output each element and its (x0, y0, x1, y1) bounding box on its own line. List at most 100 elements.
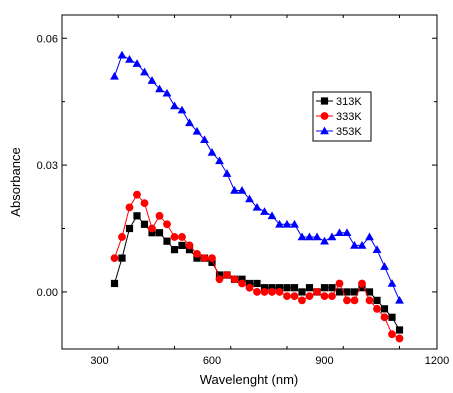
data-point (380, 305, 389, 313)
data-point (335, 288, 344, 296)
data-point (388, 313, 396, 321)
data-point (208, 254, 216, 263)
data-point (305, 284, 314, 292)
data-point (260, 288, 269, 296)
data-point (215, 271, 224, 279)
x-tick-label: 300 (90, 355, 108, 367)
data-point (133, 190, 141, 199)
data-point (110, 254, 119, 263)
data-point (185, 246, 194, 254)
plot-frame (61, 14, 438, 350)
data-point (380, 313, 389, 322)
data-point (297, 232, 307, 241)
data-point (342, 228, 352, 237)
data-point (260, 284, 269, 292)
series-layer (110, 50, 404, 343)
data-point (110, 71, 119, 80)
data-point (275, 288, 284, 296)
data-point (118, 254, 126, 262)
data-point (117, 50, 127, 59)
y-tick-label: 0.00 (37, 287, 58, 299)
data-point (178, 233, 186, 241)
data-point (140, 220, 149, 228)
data-point (230, 275, 239, 284)
data-point (110, 279, 119, 288)
data-point (313, 288, 321, 296)
data-point (208, 258, 216, 266)
legend-item: 353K (316, 126, 362, 138)
data-point (335, 279, 344, 288)
data-point (395, 295, 404, 304)
data-point (125, 203, 134, 212)
data-point (283, 284, 291, 292)
data-point (163, 220, 171, 229)
data-point (245, 283, 254, 292)
data-point (388, 330, 396, 339)
legend-item: 333K (316, 111, 362, 123)
data-point (268, 284, 276, 292)
data-point (237, 186, 247, 194)
data-point (275, 219, 284, 228)
data-point (238, 279, 246, 288)
data-point (358, 284, 366, 292)
legend: 313K 333K 353K (312, 91, 372, 142)
x-tick-label: 900 (315, 355, 333, 367)
data-point (305, 232, 314, 241)
legend-label: 313K (336, 96, 362, 108)
data-point (177, 105, 187, 114)
data-point (268, 288, 276, 296)
data-point (163, 237, 171, 245)
data-point (252, 202, 262, 211)
data-point (328, 284, 336, 292)
data-point (365, 232, 374, 241)
data-point (282, 219, 292, 228)
data-point (192, 126, 202, 135)
data-point (200, 135, 209, 144)
data-point (170, 246, 179, 254)
data-point (133, 212, 141, 220)
x-tick-label: 600 (203, 355, 221, 367)
data-point (155, 84, 164, 93)
data-point (147, 76, 157, 84)
axes-ticks: 300 600 900 1200 0.00 0.03 0.06 (37, 15, 449, 367)
data-point (380, 262, 389, 270)
data-point (148, 229, 156, 237)
series-313K (110, 212, 404, 334)
data-point (222, 169, 232, 177)
data-point (365, 288, 374, 296)
legend-label: 333K (336, 111, 362, 123)
data-point (207, 148, 217, 156)
x-axis-title: Wavelenght (nm) (200, 372, 299, 387)
data-point (170, 233, 179, 241)
data-point (358, 279, 366, 288)
data-point (350, 296, 359, 305)
data-point (320, 236, 329, 245)
series-353K (110, 50, 404, 304)
data-point (298, 296, 306, 305)
data-point (260, 207, 269, 215)
data-point (267, 211, 277, 220)
legend-item: 313K (316, 96, 362, 108)
data-point (155, 229, 164, 237)
data-point (178, 241, 186, 250)
data-point (350, 241, 359, 249)
data-point (185, 118, 194, 127)
data-point (230, 186, 239, 194)
data-point (335, 228, 344, 237)
data-point (200, 254, 209, 263)
data-point (395, 326, 404, 334)
data-point (140, 67, 149, 76)
data-point (253, 279, 261, 288)
data-point (215, 156, 224, 165)
series-333K (110, 190, 404, 343)
x-tick-label: 1200 (425, 355, 449, 367)
legend-marker (320, 97, 329, 105)
legend-marker (320, 112, 329, 120)
data-point (155, 211, 164, 220)
data-point (312, 232, 322, 241)
data-point (140, 199, 149, 208)
data-point (275, 284, 284, 292)
data-point (193, 249, 201, 258)
y-tick-label: 0.06 (37, 33, 58, 45)
